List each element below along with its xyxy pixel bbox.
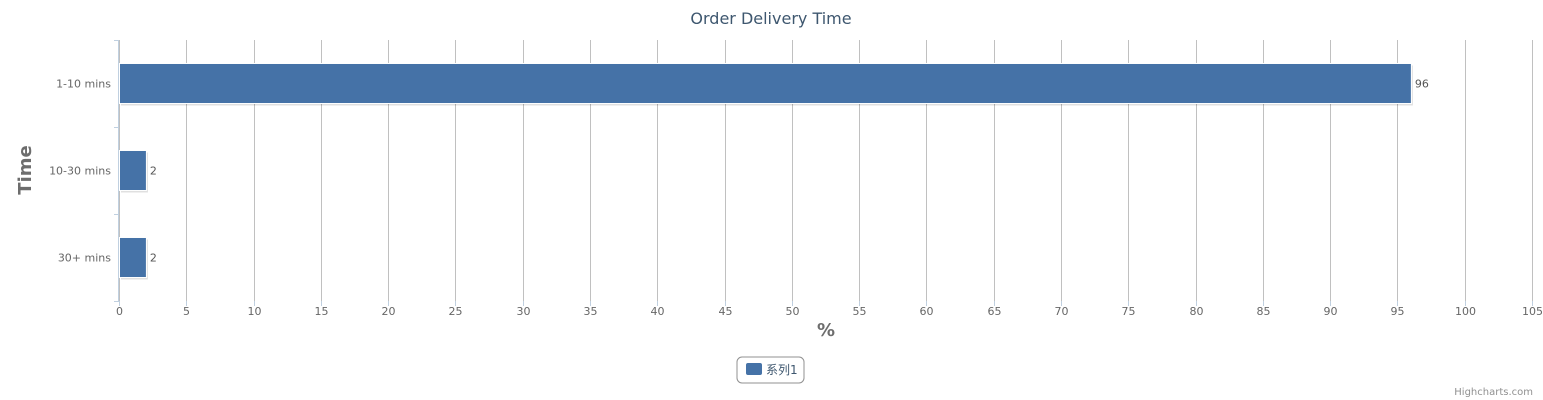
value-tick-label: 40 xyxy=(651,305,665,318)
category-tick-label: 1-10 mins xyxy=(56,78,111,91)
value-tick-label: 105 xyxy=(1522,305,1543,318)
value-axis: 0 5 10 15 20 25 30 35 40 45 50 55 60 65 70 75 80 85 90 95 10… xyxy=(116,301,1543,318)
value-tick-label: 100 xyxy=(1455,305,1476,318)
bar-value-label: 2 xyxy=(150,165,157,178)
bar[interactable] xyxy=(119,149,147,192)
value-tick-label: 15 xyxy=(315,305,329,318)
value-tick-label: 10 xyxy=(248,305,262,318)
credits-link[interactable]: Highcharts.com xyxy=(1454,387,1533,398)
value-tick-label: 55 xyxy=(853,305,867,318)
category-tick-label: 30+ mins xyxy=(58,252,111,265)
bar[interactable] xyxy=(119,62,1412,105)
bar-value-label: 2 xyxy=(150,252,157,265)
category-tick-label: 10-30 mins xyxy=(49,165,111,178)
value-tick-label: 80 xyxy=(1190,305,1204,318)
value-tick-label: 60 xyxy=(920,305,934,318)
value-tick-label: 95 xyxy=(1391,305,1405,318)
value-tick-label: 75 xyxy=(1122,305,1136,318)
category-axis-title: Time xyxy=(15,145,36,194)
value-tick-label: 50 xyxy=(786,305,800,318)
legend[interactable]: 系列1 xyxy=(736,356,805,384)
value-tick-label: 90 xyxy=(1324,305,1338,318)
value-tick-label: 85 xyxy=(1257,305,1271,318)
bar[interactable] xyxy=(119,236,147,279)
value-tick-label: 25 xyxy=(449,305,463,318)
value-tick-label: 65 xyxy=(988,305,1002,318)
chart-title: Order Delivery Time xyxy=(690,9,851,28)
value-tick-label: 30 xyxy=(517,305,531,318)
legend-item-label[interactable]: 系列1 xyxy=(766,363,798,377)
value-tick-label: 0 xyxy=(116,305,123,318)
bar-value-label: 96 xyxy=(1415,78,1429,91)
value-axis-title: % xyxy=(817,320,835,341)
value-tick-label: 45 xyxy=(719,305,733,318)
data-labels: 96 2 2 xyxy=(150,78,1429,265)
category-axis: 1-10 mins 10-30 mins 30+ mins xyxy=(49,40,119,302)
bar-series xyxy=(119,62,1413,280)
value-tick-label: 20 xyxy=(382,305,396,318)
value-tick-label: 35 xyxy=(584,305,598,318)
value-tick-label: 5 xyxy=(183,305,190,318)
value-tick-label: 70 xyxy=(1055,305,1069,318)
legend-swatch xyxy=(746,363,762,375)
